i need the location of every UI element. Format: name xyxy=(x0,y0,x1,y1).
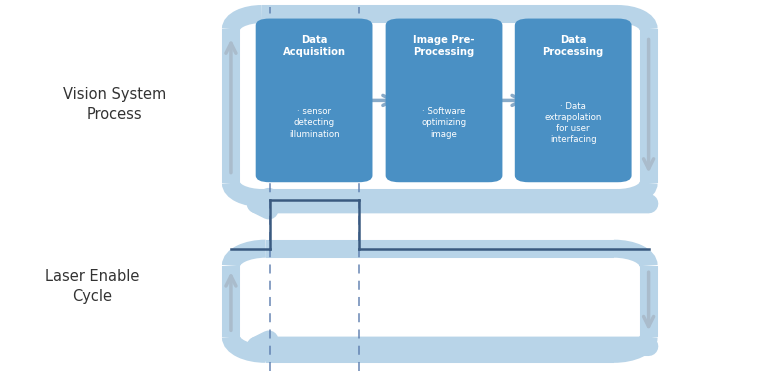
Text: · Data
extrapolation
for user
interfacing: · Data extrapolation for user interfacin… xyxy=(545,102,602,144)
Text: Vision System
Process: Vision System Process xyxy=(63,87,167,122)
Text: Image Pre-
Processing: Image Pre- Processing xyxy=(414,35,474,57)
Text: · sensor
detecting
illumination: · sensor detecting illumination xyxy=(289,107,340,139)
Text: · Software
optimizing
image: · Software optimizing image xyxy=(421,107,467,139)
Text: Data
Acquisition: Data Acquisition xyxy=(283,35,346,57)
FancyBboxPatch shape xyxy=(515,19,632,182)
Text: Laser Enable
Cycle: Laser Enable Cycle xyxy=(44,269,139,304)
FancyBboxPatch shape xyxy=(256,19,372,182)
Text: Data
Processing: Data Processing xyxy=(542,35,604,57)
FancyBboxPatch shape xyxy=(386,19,502,182)
